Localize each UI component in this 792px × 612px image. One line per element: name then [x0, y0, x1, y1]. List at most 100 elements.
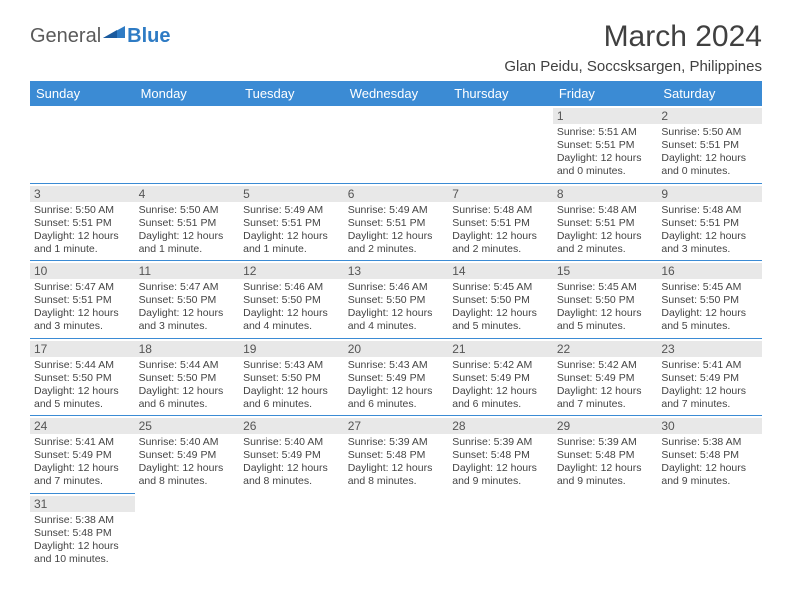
day-number: 1	[553, 108, 658, 124]
day-info: Sunrise: 5:41 AMSunset: 5:49 PMDaylight:…	[34, 436, 131, 489]
day-info: Sunrise: 5:45 AMSunset: 5:50 PMDaylight:…	[557, 281, 654, 334]
calendar-cell: 24 Sunrise: 5:41 AMSunset: 5:49 PMDayligh…	[30, 416, 135, 494]
calendar-cell: 12Sunrise: 5:46 AMSunset: 5:50 PMDayligh…	[239, 261, 344, 339]
calendar-cell: 29Sunrise: 5:39 AMSunset: 5:48 PMDayligh…	[553, 416, 658, 494]
day-info: Sunrise: 5:47 AMSunset: 5:51 PMDaylight:…	[34, 281, 131, 334]
day-number: 3	[30, 186, 135, 202]
calendar-cell: 16 Sunrise: 5:45 AMSunset: 5:50 PMDayligh…	[657, 261, 762, 339]
calendar-week: 17Sunrise: 5:44 AMSunset: 5:50 PMDayligh…	[30, 338, 762, 416]
flag-icon	[103, 24, 125, 48]
day-info: Sunrise: 5:43 AMSunset: 5:50 PMDaylight:…	[243, 359, 340, 412]
calendar-cell: 21Sunrise: 5:42 AMSunset: 5:49 PMDayligh…	[448, 338, 553, 416]
calendar-cell: 10Sunrise: 5:47 AMSunset: 5:51 PMDayligh…	[30, 261, 135, 339]
day-number: 31	[30, 496, 135, 512]
day-number: 2	[657, 108, 762, 124]
calendar-cell: 3 Sunrise: 5:50 AMSunset: 5:51 PMDaylight…	[30, 183, 135, 261]
day-number: 12	[239, 263, 344, 279]
day-header: Wednesday	[344, 81, 449, 106]
calendar-cell	[448, 106, 553, 183]
day-info: Sunrise: 5:50 AMSunset: 5:51 PMDaylight:…	[34, 204, 131, 257]
day-header: Sunday	[30, 81, 135, 106]
calendar-cell: 20 Sunrise: 5:43 AMSunset: 5:49 PMDayligh…	[344, 338, 449, 416]
day-info: Sunrise: 5:40 AMSunset: 5:49 PMDaylight:…	[139, 436, 236, 489]
calendar-cell: 25Sunrise: 5:40 AMSunset: 5:49 PMDayligh…	[135, 416, 240, 494]
day-info: Sunrise: 5:48 AMSunset: 5:51 PMDaylight:…	[452, 204, 549, 257]
day-number: 18	[135, 341, 240, 357]
calendar-cell: 28Sunrise: 5:39 AMSunset: 5:48 PMDayligh…	[448, 416, 553, 494]
day-number: 11	[135, 263, 240, 279]
calendar-week: 3Sunrise: 5:50 AMSunset: 5:51 PMDaylight…	[30, 183, 762, 261]
day-number: 17	[30, 341, 135, 357]
day-number: 24	[30, 418, 135, 434]
day-info: Sunrise: 5:38 AMSunset: 5:48 PMDaylight:…	[34, 514, 131, 567]
day-info: Sunrise: 5:46 AMSunset: 5:50 PMDaylight:…	[348, 281, 445, 334]
day-number: 13	[344, 263, 449, 279]
calendar-table: SundayMondayTuesdayWednesdayThursdayFrid…	[30, 81, 762, 570]
day-info: Sunrise: 5:42 AMSunset: 5:49 PMDaylight:…	[452, 359, 549, 412]
calendar-cell	[448, 493, 553, 570]
day-number: 14	[448, 263, 553, 279]
day-info: Sunrise: 5:49 AMSunset: 5:51 PMDaylight:…	[348, 204, 445, 257]
logo: General Blue	[30, 24, 171, 48]
day-number: 4	[135, 186, 240, 202]
day-header: Friday	[553, 81, 658, 106]
calendar-cell	[239, 106, 344, 183]
day-info: Sunrise: 5:49 AMSunset: 5:51 PMDaylight:…	[243, 204, 340, 257]
day-header: Tuesday	[239, 81, 344, 106]
logo-text-general: General	[30, 25, 101, 48]
calendar-cell	[135, 106, 240, 183]
calendar-cell: 6 Sunrise: 5:49 AMSunset: 5:51 PMDaylight…	[344, 183, 449, 261]
day-header: Monday	[135, 81, 240, 106]
day-info: Sunrise: 5:43 AMSunset: 5:49 PMDaylight:…	[348, 359, 445, 412]
day-number: 16	[657, 263, 762, 279]
day-number: 15	[553, 263, 658, 279]
calendar-week: 31 Sunrise: 5:38 AMSunset: 5:48 PMDayligh…	[30, 493, 762, 570]
calendar-cell: 9 Sunrise: 5:48 AMSunset: 5:51 PMDaylight…	[657, 183, 762, 261]
calendar-cell: 15 Sunrise: 5:45 AMSunset: 5:50 PMDayligh…	[553, 261, 658, 339]
day-number: 6	[344, 186, 449, 202]
title-block: March 2024 Glan Peidu, Soccsksargen, Phi…	[504, 20, 762, 75]
header: General Blue March 2024 Glan Peidu, Socc…	[30, 20, 762, 75]
day-info: Sunrise: 5:38 AMSunset: 5:48 PMDaylight:…	[661, 436, 758, 489]
calendar-body: 1 Sunrise: 5:51 AMSunset: 5:51 PMDaylight…	[30, 106, 762, 570]
calendar-cell: 17Sunrise: 5:44 AMSunset: 5:50 PMDayligh…	[30, 338, 135, 416]
calendar-cell	[553, 493, 658, 570]
day-info: Sunrise: 5:47 AMSunset: 5:50 PMDaylight:…	[139, 281, 236, 334]
calendar-cell	[344, 493, 449, 570]
calendar-cell: 2 Sunrise: 5:50 AMSunset: 5:51 PMDaylight…	[657, 106, 762, 183]
calendar-cell: 7 Sunrise: 5:48 AMSunset: 5:51 PMDaylight…	[448, 183, 553, 261]
calendar-cell: 30 Sunrise: 5:38 AMSunset: 5:48 PMDayligh…	[657, 416, 762, 494]
day-info: Sunrise: 5:40 AMSunset: 5:49 PMDaylight:…	[243, 436, 340, 489]
day-number: 20	[344, 341, 449, 357]
day-info: Sunrise: 5:48 AMSunset: 5:51 PMDaylight:…	[661, 204, 758, 257]
day-of-week-row: SundayMondayTuesdayWednesdayThursdayFrid…	[30, 81, 762, 106]
logo-text-blue: Blue	[127, 25, 170, 48]
day-header: Thursday	[448, 81, 553, 106]
day-info: Sunrise: 5:42 AMSunset: 5:49 PMDaylight:…	[557, 359, 654, 412]
location-text: Glan Peidu, Soccsksargen, Philippines	[504, 58, 762, 75]
day-info: Sunrise: 5:51 AMSunset: 5:51 PMDaylight:…	[557, 126, 654, 179]
day-number: 27	[344, 418, 449, 434]
day-info: Sunrise: 5:50 AMSunset: 5:51 PMDaylight:…	[139, 204, 236, 257]
day-info: Sunrise: 5:50 AMSunset: 5:51 PMDaylight:…	[661, 126, 758, 179]
day-number: 7	[448, 186, 553, 202]
calendar-week: 1 Sunrise: 5:51 AMSunset: 5:51 PMDaylight…	[30, 106, 762, 183]
day-info: Sunrise: 5:39 AMSunset: 5:48 PMDaylight:…	[348, 436, 445, 489]
calendar-cell: 11 Sunrise: 5:47 AMSunset: 5:50 PMDayligh…	[135, 261, 240, 339]
day-number: 26	[239, 418, 344, 434]
day-number: 9	[657, 186, 762, 202]
calendar-cell	[344, 106, 449, 183]
calendar-cell: 1 Sunrise: 5:51 AMSunset: 5:51 PMDaylight…	[553, 106, 658, 183]
calendar-cell: 19 Sunrise: 5:43 AMSunset: 5:50 PMDayligh…	[239, 338, 344, 416]
day-number: 30	[657, 418, 762, 434]
day-info: Sunrise: 5:45 AMSunset: 5:50 PMDaylight:…	[661, 281, 758, 334]
month-title: March 2024	[504, 20, 762, 54]
calendar-cell: 4 Sunrise: 5:50 AMSunset: 5:51 PMDaylight…	[135, 183, 240, 261]
calendar-cell: 22Sunrise: 5:42 AMSunset: 5:49 PMDayligh…	[553, 338, 658, 416]
calendar-cell	[30, 106, 135, 183]
day-info: Sunrise: 5:44 AMSunset: 5:50 PMDaylight:…	[139, 359, 236, 412]
day-number: 5	[239, 186, 344, 202]
day-number: 19	[239, 341, 344, 357]
calendar-cell: 8Sunrise: 5:48 AMSunset: 5:51 PMDaylight…	[553, 183, 658, 261]
calendar-cell: 26 Sunrise: 5:40 AMSunset: 5:49 PMDayligh…	[239, 416, 344, 494]
